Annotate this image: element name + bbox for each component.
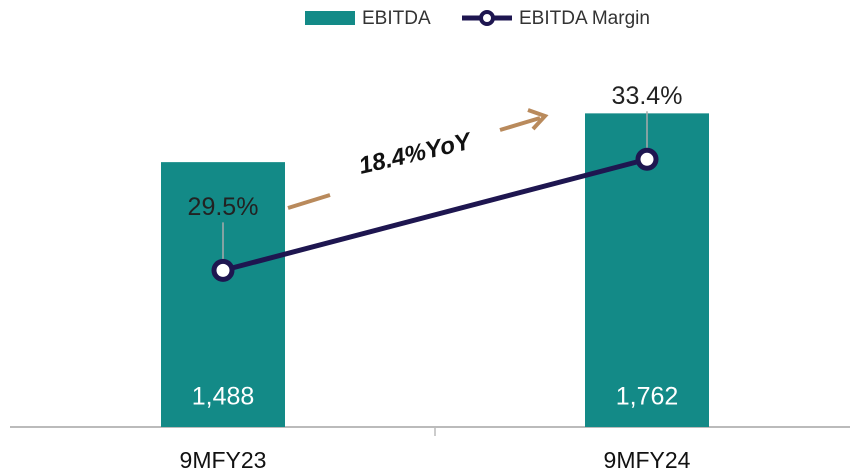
bar-value-label: 1,488 bbox=[192, 383, 255, 411]
bar bbox=[161, 162, 285, 428]
x-tick-label: 9MFY23 bbox=[180, 447, 267, 473]
legend-label: EBITDA Margin bbox=[519, 8, 650, 29]
bar-value-label: 1,762 bbox=[616, 383, 679, 411]
line-marker bbox=[635, 147, 659, 171]
legend-marker bbox=[479, 10, 495, 26]
line-marker bbox=[211, 258, 235, 282]
line-value-label: 33.4% bbox=[612, 82, 683, 110]
line-value-label: 29.5% bbox=[188, 193, 259, 221]
yoy-arrow bbox=[287, 108, 549, 210]
legend-swatch bbox=[305, 11, 355, 25]
annotation: 18.4%YoY bbox=[356, 127, 475, 179]
x-tick-label: 9MFY24 bbox=[604, 447, 691, 473]
line bbox=[222, 156, 648, 273]
legend-label: EBITDA bbox=[362, 8, 431, 29]
